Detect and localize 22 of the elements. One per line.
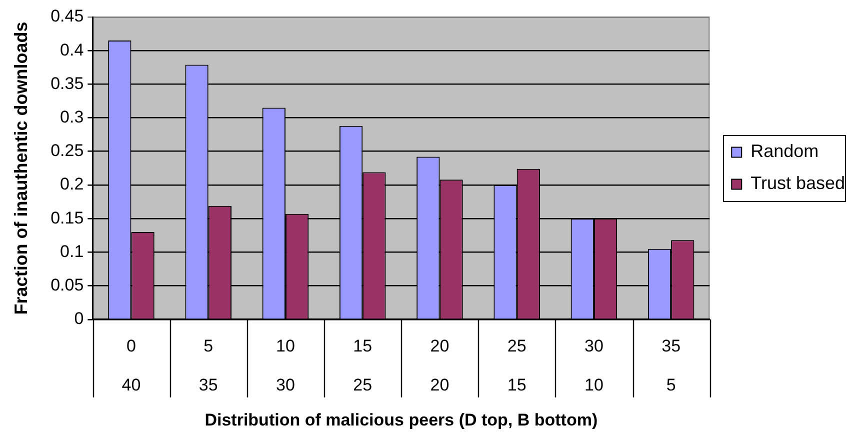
y-tick-label: 0.4 (60, 40, 84, 60)
y-tick-label: 0.2 (60, 174, 84, 194)
x-tick-label: 30 10 (584, 336, 604, 395)
y-tick-label: 0.1 (60, 242, 84, 261)
x-tick-label: 35 5 (662, 336, 681, 395)
x-tick-label: 15 25 (353, 336, 372, 395)
x-tick-label: 5 35 (198, 336, 218, 395)
x-tick-label: 20 20 (430, 336, 450, 395)
y-tick-label: 0 (74, 309, 84, 328)
x-tick-label: 25 15 (507, 336, 526, 395)
y-tick-label: 0.35 (50, 74, 84, 93)
y-tick-label: 0.45 (50, 6, 84, 26)
y-tick-label: 0.05 (50, 275, 84, 294)
x-tick-label: 10 30 (276, 336, 295, 395)
legend-label: Trust based (750, 173, 846, 194)
y-tick-label: 0.25 (50, 141, 84, 160)
legend-label: Random (750, 141, 819, 162)
x-tick-label: 0 40 (122, 336, 141, 395)
x-axis-title: Distribution of malicious peers (D top, B bottom) (204, 410, 598, 430)
y-axis-title: Fraction of inauthentic downloads (10, 22, 31, 315)
y-tick-label: 0.3 (60, 107, 84, 126)
y-tick-label: 0.15 (50, 208, 84, 228)
